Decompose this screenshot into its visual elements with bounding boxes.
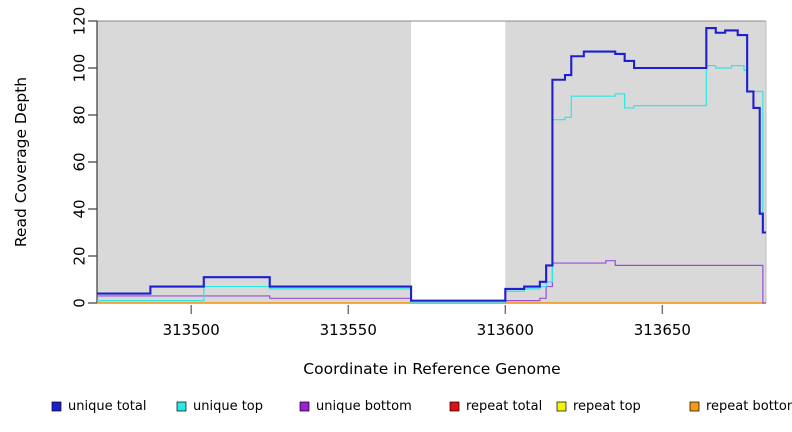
x-axis: 313500 313550 313600 313650 [163, 305, 691, 339]
series-line-unique-total [97, 27, 766, 302]
x-tick-label: 313650 [634, 321, 691, 339]
legend-swatch [449, 401, 460, 412]
legend-label: repeat top [573, 399, 641, 414]
y-axis-title: Read Coverage Depth [12, 77, 30, 247]
legend-label: unique bottom [316, 399, 412, 414]
data-series-group [97, 27, 766, 304]
y-tick-label: 20 [71, 246, 89, 265]
legend-swatch [689, 401, 700, 412]
y-tick-label: 60 [71, 152, 89, 171]
legend-swatch [176, 401, 187, 412]
legend-swatch [299, 401, 310, 412]
legend-swatch [556, 401, 567, 412]
x-tick-label: 313500 [163, 321, 220, 339]
y-axis: 0 20 40 60 80 100 120 [71, 7, 98, 308]
y-tick-label: 100 [71, 54, 89, 83]
panel-shaded-region-2 [505, 21, 766, 303]
series-line-unique-bottom [97, 260, 766, 304]
panel-shaded-region-1 [97, 21, 412, 303]
y-tick-label: 40 [71, 199, 89, 218]
legend-swatch [51, 401, 62, 412]
y-tick-label: 120 [71, 7, 89, 36]
plot-panel-background [97, 20, 767, 303]
y-tick-label: 80 [71, 105, 89, 124]
chart-legend: unique total unique top unique bottom repea… [51, 399, 792, 414]
x-tick-label: 313600 [477, 321, 534, 339]
legend-label: unique total [68, 399, 146, 414]
x-axis-title: Coordinate in Reference Genome [303, 360, 560, 378]
legend-label: unique top [193, 399, 263, 414]
y-tick-label: 0 [71, 298, 89, 308]
x-tick-label: 313550 [320, 321, 377, 339]
legend-label: repeat total [466, 399, 542, 414]
legend-label: repeat bottom [706, 399, 792, 414]
